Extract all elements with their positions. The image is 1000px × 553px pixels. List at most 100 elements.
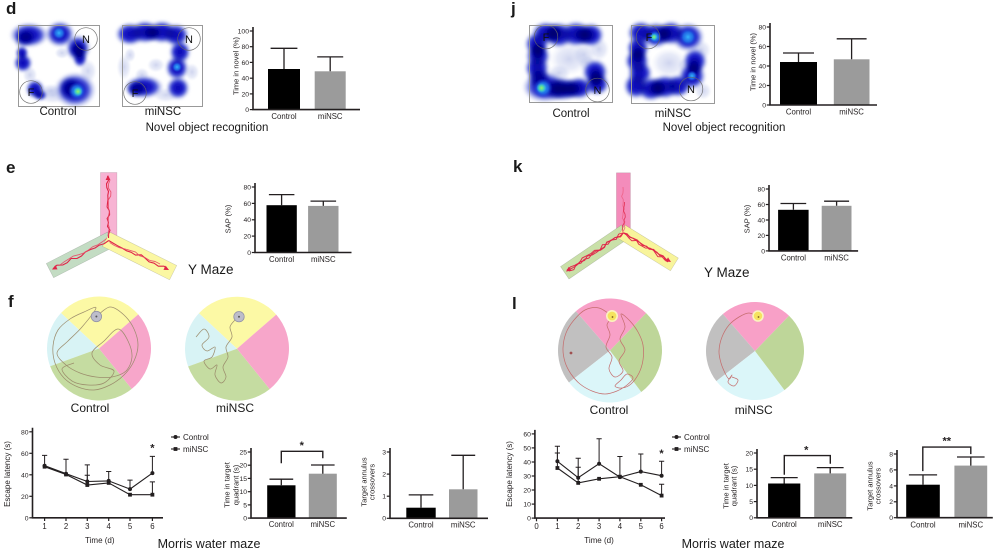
- svg-text:0: 0: [243, 516, 247, 523]
- svg-text:15: 15: [745, 467, 753, 474]
- svg-text:20: 20: [758, 83, 766, 90]
- svg-text:F: F: [646, 32, 653, 44]
- svg-text:0: 0: [749, 515, 753, 522]
- svg-text:6: 6: [659, 522, 663, 531]
- svg-text:60: 60: [757, 202, 765, 209]
- svg-text:Control: Control: [684, 433, 710, 442]
- svg-text:miNSC: miNSC: [839, 108, 864, 117]
- svg-text:4: 4: [618, 522, 623, 531]
- svg-text:F: F: [543, 32, 550, 44]
- svg-text:20: 20: [241, 92, 249, 99]
- svg-text:3: 3: [382, 449, 386, 456]
- svg-text:*: *: [150, 443, 155, 455]
- svg-text:Time (d): Time (d): [85, 536, 115, 545]
- svg-text:2: 2: [64, 522, 68, 531]
- svg-text:miNSC: miNSC: [310, 254, 335, 263]
- svg-text:0: 0: [25, 515, 29, 522]
- svg-text:N: N: [687, 84, 695, 96]
- svg-text:*: *: [804, 444, 809, 456]
- svg-text:miNSC: miNSC: [684, 445, 710, 454]
- svg-text:30: 30: [523, 474, 531, 481]
- svg-text:1: 1: [382, 493, 386, 500]
- svg-text:1: 1: [555, 522, 559, 531]
- svg-text:Control: Control: [408, 520, 433, 529]
- svg-text:0: 0: [762, 102, 766, 109]
- svg-text:60: 60: [243, 200, 251, 207]
- svg-text:10: 10: [240, 489, 248, 496]
- svg-text:25: 25: [240, 450, 248, 457]
- svg-text:80: 80: [241, 45, 249, 52]
- svg-text:miNSC: miNSC: [824, 253, 849, 262]
- svg-text:15: 15: [240, 476, 248, 483]
- svg-text:20: 20: [21, 494, 29, 501]
- svg-text:0: 0: [247, 250, 251, 257]
- svg-text:4: 4: [107, 522, 112, 531]
- svg-text:6: 6: [150, 522, 154, 531]
- svg-text:40: 40: [758, 63, 766, 70]
- svg-text:40: 40: [21, 472, 29, 479]
- svg-text:miNSC: miNSC: [183, 445, 209, 454]
- svg-text:5: 5: [749, 499, 753, 506]
- svg-text:10: 10: [523, 502, 531, 509]
- svg-text:Control: Control: [771, 520, 796, 529]
- svg-text:2: 2: [576, 522, 580, 531]
- svg-text:60: 60: [21, 451, 29, 458]
- svg-text:20: 20: [745, 451, 753, 458]
- svg-text:0: 0: [382, 515, 386, 522]
- svg-text:20: 20: [757, 233, 765, 240]
- svg-text:Control: Control: [911, 521, 936, 530]
- svg-text:miNSC: miNSC: [311, 520, 336, 529]
- svg-text:60: 60: [241, 60, 249, 67]
- svg-text:80: 80: [758, 24, 766, 31]
- svg-text:40: 40: [241, 76, 249, 83]
- svg-text:*: *: [659, 448, 664, 460]
- svg-text:40: 40: [523, 460, 531, 467]
- svg-text:miNSC: miNSC: [318, 112, 343, 121]
- svg-text:0: 0: [889, 515, 893, 522]
- svg-text:**: **: [943, 435, 952, 447]
- svg-text:20: 20: [523, 488, 531, 495]
- svg-text:40: 40: [243, 217, 251, 224]
- svg-text:Control: Control: [786, 108, 811, 117]
- svg-text:Control: Control: [183, 433, 209, 442]
- svg-text:3: 3: [597, 522, 601, 531]
- svg-text:Control: Control: [269, 520, 294, 529]
- svg-text:80: 80: [21, 429, 29, 436]
- svg-text:N: N: [594, 85, 602, 97]
- svg-text:Control: Control: [271, 112, 296, 121]
- svg-text:F: F: [28, 87, 35, 99]
- svg-text:0: 0: [761, 248, 765, 255]
- svg-text:80: 80: [243, 184, 251, 191]
- svg-text:50: 50: [523, 446, 531, 453]
- svg-text:2: 2: [382, 471, 386, 478]
- svg-text:60: 60: [758, 44, 766, 51]
- svg-text:60: 60: [523, 432, 531, 439]
- svg-text:Time (d): Time (d): [584, 536, 614, 545]
- svg-text:N: N: [185, 34, 193, 46]
- svg-text:Control: Control: [269, 254, 294, 263]
- svg-text:5: 5: [128, 522, 133, 531]
- svg-text:miNSC: miNSC: [451, 520, 476, 529]
- svg-text:5: 5: [243, 503, 247, 510]
- svg-text:2: 2: [889, 499, 893, 506]
- svg-text:*: *: [300, 440, 305, 452]
- svg-text:100: 100: [238, 29, 250, 36]
- svg-text:10: 10: [745, 483, 753, 490]
- svg-text:1: 1: [42, 522, 46, 531]
- svg-text:F: F: [132, 88, 139, 100]
- svg-text:N: N: [82, 34, 90, 46]
- svg-text:40: 40: [757, 217, 765, 224]
- svg-text:4: 4: [889, 483, 893, 490]
- svg-text:3: 3: [85, 522, 89, 531]
- svg-text:Control: Control: [781, 253, 806, 262]
- svg-text:80: 80: [757, 186, 765, 193]
- svg-text:0: 0: [245, 107, 249, 114]
- svg-text:0: 0: [527, 516, 531, 523]
- svg-text:20: 20: [243, 233, 251, 240]
- svg-text:0: 0: [534, 522, 539, 531]
- svg-text:miNSC: miNSC: [959, 521, 984, 530]
- svg-text:6: 6: [889, 467, 893, 474]
- svg-text:20: 20: [240, 463, 248, 470]
- svg-text:8: 8: [889, 451, 893, 458]
- svg-text:miNSC: miNSC: [818, 520, 843, 529]
